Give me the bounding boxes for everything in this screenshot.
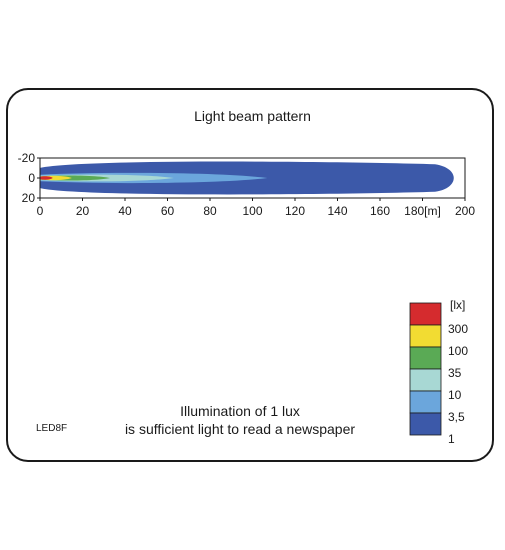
x-tick-label: 80 bbox=[203, 204, 217, 218]
legend-label-10: 10 bbox=[448, 388, 462, 402]
x-tick-label: 180[m] bbox=[404, 204, 441, 218]
legend-labels: [lx] 300 100 35 10 3,5 1 bbox=[448, 298, 468, 446]
y-tick-label: 0 bbox=[28, 171, 35, 185]
legend-label-100: 100 bbox=[448, 344, 468, 358]
legend-swatch-3-5 bbox=[409, 390, 442, 414]
y-tick-label: 20 bbox=[22, 191, 36, 205]
legend-swatch-35 bbox=[409, 346, 442, 370]
caption-line-1: Illumination of 1 lux bbox=[180, 403, 300, 419]
legend-label-1: 1 bbox=[448, 432, 455, 446]
legend-unit: [lx] bbox=[450, 298, 465, 312]
x-tick-label: 20 bbox=[76, 204, 90, 218]
legend-label-35: 35 bbox=[448, 366, 462, 380]
model-label: LED8F bbox=[36, 423, 68, 434]
legend-swatches bbox=[409, 302, 442, 436]
legend-label-300: 300 bbox=[448, 322, 468, 336]
x-tick-label: 160 bbox=[370, 204, 390, 218]
beam-shapes bbox=[40, 161, 454, 195]
x-tick-label: 140 bbox=[327, 204, 347, 218]
legend-swatch-100 bbox=[409, 324, 442, 348]
x-tick-label: 40 bbox=[118, 204, 132, 218]
x-tick-label: 120 bbox=[285, 204, 305, 218]
legend-swatch-1 bbox=[409, 412, 442, 436]
chart-title: Light beam pattern bbox=[194, 108, 311, 124]
y-tick-label: -20 bbox=[18, 151, 36, 165]
x-tick-label: 100 bbox=[242, 204, 262, 218]
legend-swatch-10 bbox=[409, 368, 442, 392]
x-tick-label: 60 bbox=[161, 204, 175, 218]
caption: Illumination of 1 lux is sufficient ligh… bbox=[90, 402, 390, 438]
legend-swatch-300 bbox=[409, 302, 442, 326]
legend-label-3-5: 3,5 bbox=[448, 410, 465, 424]
caption-line-2: is sufficient light to read a newspaper bbox=[124, 421, 356, 437]
x-tick-label: 0 bbox=[37, 204, 44, 218]
beam-zone-300 bbox=[40, 176, 53, 180]
x-tick-label: 200 bbox=[455, 204, 475, 218]
